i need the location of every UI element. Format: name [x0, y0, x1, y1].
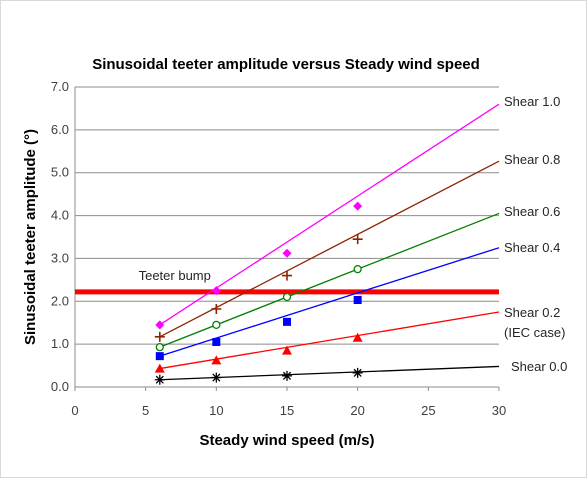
- series-5-point-2: [282, 370, 292, 381]
- series-2-label: Shear 0.6: [504, 204, 560, 219]
- series-2-point-0: [155, 342, 164, 352]
- series-3-label: Shear 0.4: [504, 240, 560, 255]
- y-tick-label-4.0: 4.0: [51, 208, 69, 223]
- series-3-point-0: [155, 352, 164, 361]
- series-5-point-0: [154, 374, 165, 385]
- series-1-label: Shear 0.8: [504, 152, 560, 167]
- y-tick-label-3.0: 3.0: [51, 250, 69, 265]
- teeter-bump-label: Teeter bump: [139, 268, 211, 283]
- series-2-point-1: [212, 320, 221, 330]
- series-3-label-line-0: Shear 0.4: [504, 240, 560, 255]
- series-4-point-2: [282, 345, 292, 355]
- series-1-point-1: [211, 304, 222, 314]
- gridlines: [75, 86, 499, 345]
- series-4-label-line-0: Shear 0.2: [504, 305, 560, 320]
- series-5-label: Shear 0.0: [511, 359, 567, 374]
- series-3-group: [155, 247, 500, 361]
- series-5-point-3: [352, 367, 363, 378]
- series-labels: Shear 1.0 Shear 0.8 Shear 0.6 Shear 0.4 Shea…: [504, 94, 567, 374]
- series-4-label: Shear 0.2 (IEC case): [504, 305, 565, 340]
- y-tick-label-6.0: 6.0: [51, 122, 69, 137]
- x-tick-label-15: 15: [280, 403, 294, 418]
- series-3-point-2: [283, 317, 291, 326]
- chart-title: Sinusoidal teeter amplitude versus Stead…: [92, 56, 480, 73]
- y-axis-title: Sinusoidal teeter amplitude (°): [22, 129, 39, 345]
- series-0-group: [155, 103, 500, 330]
- x-tick-label-5: 5: [142, 403, 149, 418]
- y-tick-label-1.0: 1.0: [51, 336, 69, 351]
- series-5-point-1: [211, 372, 222, 383]
- y-tick-label-0.0: 0.0: [51, 379, 69, 394]
- series-5-trend-line: [159, 365, 500, 381]
- series-2-point-2: [282, 292, 292, 302]
- series-1-trend-line: [159, 160, 500, 338]
- series-0-label: Shear 1.0: [504, 94, 560, 109]
- series-4-label-line-1: (IEC case): [504, 325, 565, 340]
- series-1-group: [154, 160, 500, 342]
- series-0-point-3: [353, 201, 363, 211]
- series-3-point-1: [212, 338, 221, 346]
- series-2-group: [155, 212, 500, 352]
- x-tick-label-20: 20: [350, 403, 364, 418]
- series-4-group: [154, 311, 500, 373]
- series-1-label-line-0: Shear 0.8: [504, 152, 560, 167]
- y-tick-label-7.0: 7.0: [51, 79, 69, 94]
- y-tick-label-5.0: 5.0: [51, 165, 69, 180]
- series-4-point-0: [154, 363, 165, 373]
- series-3-point-3: [353, 296, 362, 304]
- x-tick-label-25: 25: [421, 403, 435, 418]
- series-4-point-3: [352, 332, 363, 342]
- x-tick-label-10: 10: [209, 403, 223, 418]
- x-axis-title: Steady wind speed (m/s): [199, 432, 374, 449]
- series-1-point-2: [282, 270, 292, 281]
- reference-line-group: Teeter bump: [75, 268, 499, 295]
- series-1-point-3: [352, 234, 363, 245]
- axes: 0.0 1.0 2.0 3.0 4.0 5.0 6.0 7.0 0 5 10 15 20 25 30: [51, 79, 506, 418]
- series-2-point-3: [353, 264, 362, 274]
- series-5-group: [154, 365, 500, 385]
- y-tick-label-2.0: 2.0: [51, 293, 69, 308]
- series-0-point-2: [282, 248, 292, 258]
- series-1-point-0: [154, 331, 165, 342]
- series-5-label-line-0: Shear 0.0: [511, 359, 567, 374]
- series-0-point-0: [155, 320, 165, 330]
- series-4-point-1: [211, 355, 222, 365]
- series-2-label-line-0: Shear 0.6: [504, 204, 560, 219]
- x-tick-label-0: 0: [71, 403, 78, 418]
- x-tick-label-30: 30: [492, 403, 506, 418]
- series-group: [154, 103, 500, 385]
- series-0-label-line-0: Shear 1.0: [504, 94, 560, 109]
- series-0-point-1: [211, 286, 221, 296]
